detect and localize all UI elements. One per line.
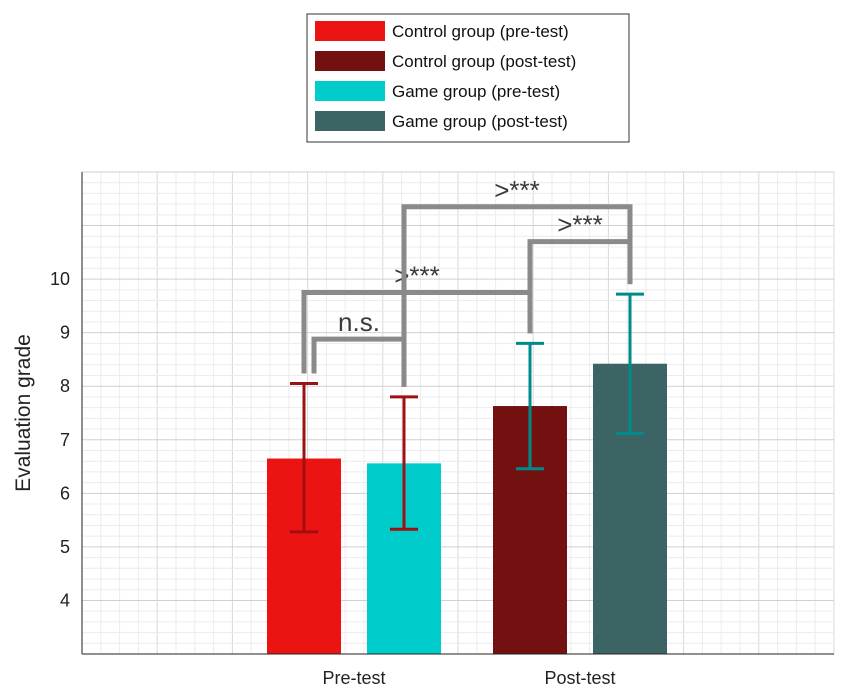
significance-bracket-3 — [401, 204, 633, 387]
axes — [81, 172, 834, 655]
significance-annotations: n.s. >*** >*** >*** — [301, 175, 633, 387]
legend-label-3: Game group (post-test) — [392, 112, 568, 131]
y-tick-label-2: 6 — [60, 483, 70, 503]
legend: Control group (pre-test) Control group (… — [306, 13, 630, 143]
legend-swatch-0 — [315, 21, 385, 41]
significance-label-0: n.s. — [338, 307, 380, 337]
significance-label-2: >*** — [557, 210, 603, 240]
legend-label-2: Game group (pre-test) — [392, 82, 560, 101]
legend-swatch-1 — [315, 51, 385, 71]
tick-labels: 4 5 6 7 8 9 10 Pre-test Post-test — [50, 269, 616, 688]
y-tick-label-4: 8 — [60, 376, 70, 396]
significance-label-3: >*** — [494, 175, 540, 205]
y-axis-label: Evaluation grade — [12, 334, 35, 492]
legend-swatch-3 — [315, 111, 385, 131]
y-tick-label-1: 5 — [60, 537, 70, 557]
y-tick-label-5: 9 — [60, 323, 70, 343]
legend-swatch-2 — [315, 81, 385, 101]
x-tick-label-1: Post-test — [544, 668, 615, 688]
legend-label-0: Control group (pre-test) — [392, 22, 569, 41]
significance-label-1: >*** — [394, 261, 440, 291]
legend-label-1: Control group (post-test) — [392, 52, 576, 71]
y-tick-label-6: 10 — [50, 269, 70, 289]
x-tick-label-0: Pre-test — [322, 668, 385, 688]
y-tick-label-0: 4 — [60, 590, 70, 610]
grid — [81, 171, 835, 655]
y-tick-label-3: 7 — [60, 430, 70, 450]
error-bars — [290, 292, 644, 534]
